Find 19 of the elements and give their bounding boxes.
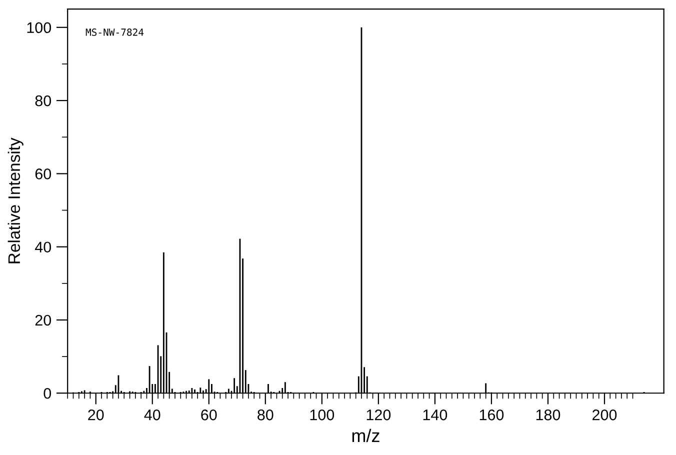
x-tick-label: 80 — [258, 409, 274, 420]
y-tick-label: 0 — [44, 388, 52, 399]
y-tick-label: 20 — [35, 314, 52, 326]
x-tick-label: 180 — [536, 409, 560, 420]
x-tick-label: 20 — [88, 409, 104, 420]
y-axis-title: Relative Intensity — [8, 138, 24, 264]
x-tick-label: 100 — [310, 409, 334, 420]
annotation: MS-NW-7824 — [86, 28, 144, 36]
x-axis-title: m/z — [352, 428, 380, 442]
x-tick-label: 160 — [480, 409, 504, 420]
x-tick-label: 120 — [366, 409, 391, 420]
x-tick-label: 60 — [201, 409, 217, 420]
y-tick-label: 100 — [27, 22, 52, 34]
y-tick-label: 40 — [34, 242, 52, 253]
x-tick-label: 40 — [144, 409, 160, 420]
x-tick-label: 140 — [423, 409, 448, 420]
y-tick-label: 80 — [35, 95, 52, 106]
x-tick-label: 200 — [592, 409, 617, 420]
y-tick-label: 60 — [35, 168, 52, 180]
